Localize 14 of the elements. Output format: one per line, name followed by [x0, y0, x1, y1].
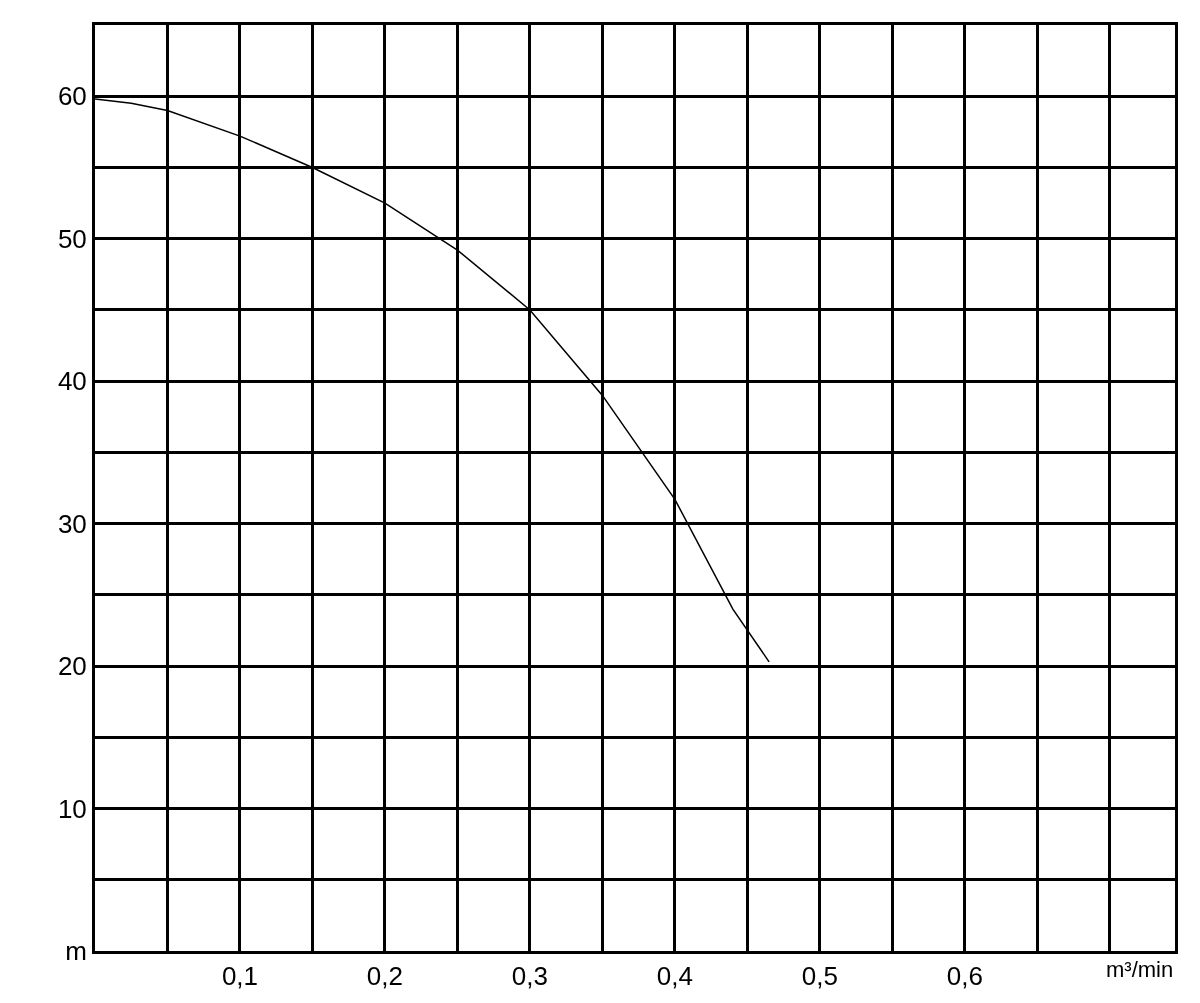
- y-tick-label: 30: [57, 508, 87, 539]
- y-tick-label: 50: [57, 223, 87, 254]
- x-axis-title: m³/min: [1106, 957, 1174, 982]
- x-tick-label: 0,5: [801, 961, 838, 992]
- x-tick-label: 0,6: [946, 961, 983, 992]
- y-tick-label: 60: [57, 81, 87, 112]
- y-tick-label: 10: [57, 793, 87, 824]
- y-tick-label: 40: [57, 366, 87, 397]
- x-tick-label: 0,1: [221, 961, 259, 992]
- x-tick-label: 0,2: [366, 961, 404, 992]
- x-tick-label: 0,4: [656, 961, 693, 992]
- y-tick-label: m: [65, 936, 87, 967]
- x-tick-label: 0,3: [511, 961, 548, 992]
- y-tick-label: 20: [57, 651, 87, 682]
